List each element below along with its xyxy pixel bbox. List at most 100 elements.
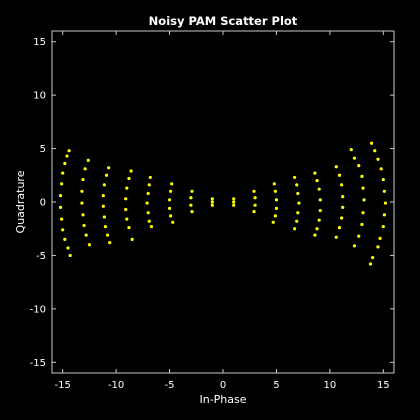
scatter-point (252, 210, 256, 214)
scatter-point (368, 262, 373, 266)
scatter-point (107, 166, 111, 170)
scatter-point (127, 176, 131, 181)
scatter-point (146, 191, 150, 196)
scatter-point (102, 183, 106, 187)
x-tick-label: 10 (324, 380, 337, 391)
scatter-point (103, 224, 108, 229)
scatter-point (189, 196, 193, 200)
scatter-point (334, 165, 338, 169)
scatter-point (313, 233, 317, 237)
y-tick-label: 10 (33, 91, 46, 102)
scatter-point (104, 173, 109, 177)
scatter-point (272, 182, 276, 186)
scatter-point (369, 141, 374, 145)
scatter-point (341, 205, 345, 209)
scatter-point (190, 189, 194, 193)
scatter-point (341, 195, 345, 199)
x-tick-label: -5 (165, 380, 175, 391)
scatter-point (382, 189, 386, 193)
scatter-point (361, 211, 365, 215)
scatter-point (60, 217, 64, 221)
scatter-point (381, 177, 385, 182)
scatter-point (252, 189, 256, 193)
scatter-point (167, 206, 172, 211)
scatter-point (124, 197, 128, 201)
scatter-point (296, 191, 300, 196)
scatter-point (371, 255, 375, 260)
scatter-point (130, 237, 134, 242)
scatter-point (253, 203, 257, 207)
scatter-point (315, 179, 319, 183)
scatter-point (129, 169, 133, 173)
scatter-point (340, 183, 344, 187)
scatter-point (381, 224, 385, 229)
scatter-point (352, 244, 357, 248)
x-tick-label: 0 (220, 380, 226, 391)
scatter-point (102, 215, 106, 219)
scatter-point (67, 149, 71, 153)
scatter-point (210, 197, 214, 201)
scatter-point (58, 205, 63, 209)
scatter-point (376, 245, 380, 249)
scatter-point (145, 201, 149, 205)
scatter-point (81, 177, 85, 182)
scatter-point (273, 214, 277, 218)
scatter-point (382, 213, 386, 217)
scatter-point (61, 228, 65, 232)
scatter-point (361, 186, 365, 190)
scatter-point (127, 226, 131, 230)
scatter-point (317, 187, 321, 191)
scatter-point (101, 193, 105, 198)
scatter-point (340, 216, 344, 220)
scatter-point (84, 233, 88, 237)
scatter-point (65, 154, 69, 158)
scatter-point (167, 198, 172, 202)
scatter-points (58, 141, 388, 266)
scatter-point (383, 201, 388, 205)
scatter-point (58, 193, 63, 198)
scatter-point (149, 224, 153, 229)
scatter-point (66, 246, 70, 250)
scatter-point (378, 236, 382, 240)
scatter-point (124, 207, 128, 212)
x-tick-label: -15 (55, 380, 71, 391)
scatter-point (295, 219, 299, 223)
scatter-point (190, 210, 194, 214)
scatter-point (80, 189, 84, 193)
scatter-point (315, 227, 319, 231)
scatter-point (334, 235, 338, 239)
scatter-point (313, 171, 317, 175)
scatter-point (297, 201, 301, 205)
scatter-point (349, 148, 353, 152)
scatter-point (189, 203, 193, 207)
scatter-point (379, 167, 383, 171)
scatter-point (61, 171, 65, 175)
y-tick-label: 0 (40, 198, 46, 209)
scatter-point (318, 198, 322, 202)
x-axis-ticks: -15 -10 -5 0 5 10 15 (55, 31, 390, 391)
x-tick-label: -10 (108, 380, 124, 391)
scatter-point (362, 198, 366, 202)
scatter-point (82, 223, 86, 228)
y-axis-label: Quadrature (14, 170, 27, 233)
x-axis-label: In-Phase (199, 393, 246, 406)
scatter-point (373, 149, 377, 153)
scatter-point (169, 189, 173, 193)
y-tick-label: -5 (36, 251, 46, 262)
scatter-point (170, 182, 174, 186)
scatter-point (169, 214, 173, 218)
scatter-point (360, 222, 364, 227)
scatter-point (293, 175, 297, 180)
y-tick-label: 5 (40, 144, 46, 155)
scatter-point (101, 204, 105, 208)
y-tick-label: 15 (33, 37, 46, 48)
scatter-point (80, 201, 84, 205)
scatter-point (147, 219, 151, 223)
scatter-point (83, 167, 87, 171)
scatter-point (337, 173, 342, 177)
scatter-point (86, 158, 90, 162)
scatter-point (296, 211, 300, 215)
x-tick-label: 15 (377, 380, 390, 391)
